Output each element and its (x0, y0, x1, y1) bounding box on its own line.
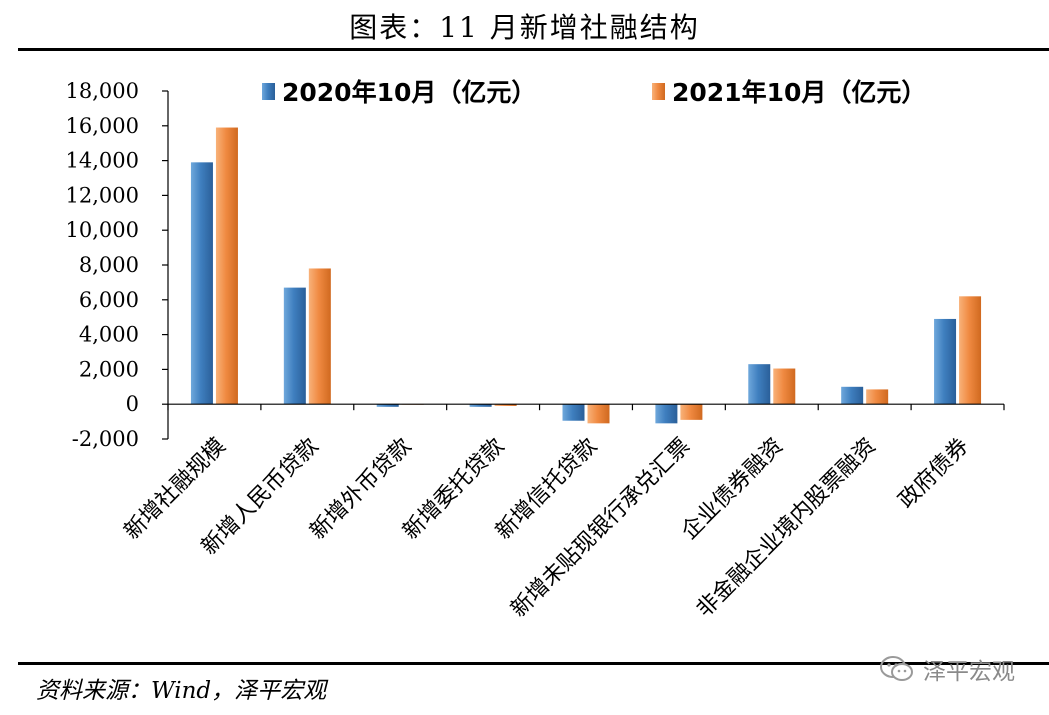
x-axis: 新增社融规模新增人民币贷款新增外币贷款新增委托贷款新增信托贷款新增未贴现银行承兑… (120, 403, 1005, 623)
bar-2-8 (866, 389, 889, 405)
bar-1-6 (655, 404, 678, 424)
bars (190, 127, 982, 424)
source-note: 资料来源：Wind，泽平宏观 (36, 678, 327, 704)
legend-swatch-2 (652, 83, 665, 100)
bar-1-4 (469, 404, 492, 407)
bar-2-6 (680, 404, 703, 420)
y-tick-label: -2,000 (72, 427, 139, 451)
x-tick-label: 新增未贴现银行承兑汇票 (506, 434, 695, 623)
y-tick-label: 4,000 (79, 323, 139, 347)
legend-label-1: 2020年10月（亿元） (282, 78, 536, 107)
y-tick-label: 6,000 (79, 288, 139, 312)
bar-2-2 (308, 268, 331, 405)
y-tick-label: 12,000 (66, 183, 139, 207)
y-tick-label: 8,000 (79, 253, 139, 277)
bar-2-5 (587, 404, 610, 424)
bar-2-7 (773, 368, 796, 405)
x-tick-label: 非金融企业境内股票融资 (692, 434, 881, 623)
legend-label-2: 2021年10月（亿元） (672, 78, 926, 107)
wechat-icon (880, 656, 913, 681)
y-tick-label: 2,000 (79, 357, 139, 381)
bar-1-1 (190, 162, 213, 405)
bar-2-1 (215, 127, 238, 405)
bar-2-4 (494, 404, 517, 406)
bar-1-5 (562, 404, 585, 421)
y-tick-label: 10,000 (66, 218, 139, 242)
watermark: 泽平宏观 (879, 652, 1015, 686)
bar-1-8 (841, 386, 864, 405)
bar-2-9 (959, 296, 982, 405)
y-axis: 18,000 16,000 14,000 12,000 10,000 8,000 6,000… (66, 79, 169, 451)
chart-title: 图表：11 月新增社融结构 (349, 11, 700, 44)
bar-1-2 (283, 287, 306, 405)
legend-swatch-1 (262, 83, 275, 100)
x-tick-label: 政府债券 (894, 434, 974, 514)
y-tick-label: 14,000 (66, 149, 139, 173)
bar-chart: 2020年10月（亿元） 2021年10月（亿元） 18,000 16,000 14,… (66, 78, 1005, 623)
y-tick-label: 18,000 (66, 79, 139, 103)
bar-1-3 (376, 404, 399, 407)
legend: 2020年10月（亿元） 2021年10月（亿元） (262, 78, 926, 107)
y-tick-label: 16,000 (66, 114, 139, 138)
bar-1-7 (748, 364, 771, 405)
y-tick-label: 0 (126, 392, 139, 416)
top-rule (18, 48, 1049, 51)
bottom-rule (18, 662, 1049, 665)
watermark-text: 泽平宏观 (923, 659, 1015, 685)
bar-1-9 (934, 318, 957, 405)
